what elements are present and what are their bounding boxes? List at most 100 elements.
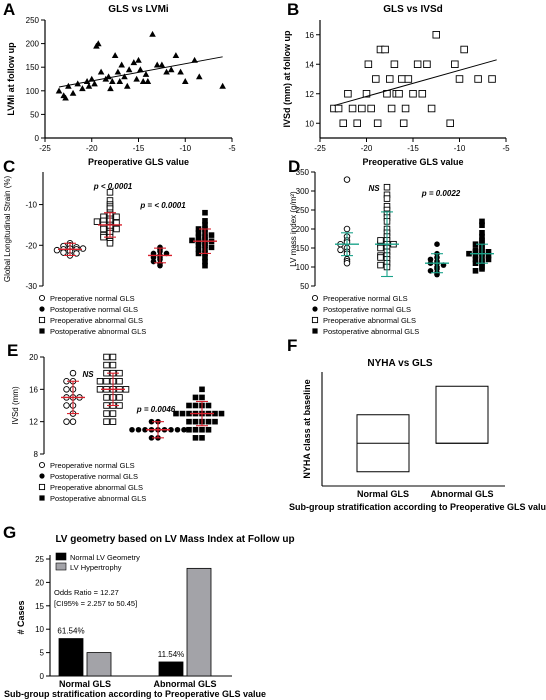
data-point xyxy=(343,176,351,183)
data-point xyxy=(364,60,373,69)
data-point xyxy=(177,68,184,75)
y-tick-label: 150 xyxy=(296,244,310,253)
data-point xyxy=(195,239,202,245)
data-point xyxy=(202,258,208,265)
data-point xyxy=(199,435,205,441)
data-point xyxy=(395,89,403,98)
x-tick-label: -20 xyxy=(361,144,373,153)
data-point xyxy=(107,85,114,92)
data-point xyxy=(205,426,212,433)
y-axis-label: IVSd (mm) at follow up xyxy=(282,30,292,127)
x-axis-label: Sub-group stratification according to Pr… xyxy=(4,689,266,699)
data-point xyxy=(148,418,155,425)
data-point xyxy=(485,249,492,255)
data-point xyxy=(353,119,361,127)
data-point xyxy=(88,75,96,82)
data-point xyxy=(485,252,492,259)
data-point xyxy=(460,45,468,54)
data-point xyxy=(404,75,413,83)
legend-label: Postoperative abnormal GLS xyxy=(50,494,146,503)
data-point xyxy=(192,394,199,401)
data-point xyxy=(129,426,135,433)
data-point xyxy=(377,237,384,244)
data-point xyxy=(135,56,142,63)
y-tick-label: 14 xyxy=(305,60,314,69)
data-point xyxy=(116,378,123,385)
data-point xyxy=(377,244,384,252)
data-point xyxy=(383,195,391,202)
data-point xyxy=(109,418,117,425)
data-point xyxy=(472,249,479,255)
y-tick-label: 50 xyxy=(30,110,39,119)
legend-label: Preoperative abnormal GLS xyxy=(50,483,143,492)
data-point xyxy=(114,68,122,75)
p-value-annotation: p = 0.0022 xyxy=(421,189,461,198)
data-point xyxy=(62,94,69,101)
legend-marker xyxy=(39,473,45,479)
legend-marker xyxy=(38,483,46,491)
legend-label: Postoperative normal GLS xyxy=(323,305,411,314)
bar xyxy=(58,638,84,677)
data-point xyxy=(202,222,208,228)
data-point xyxy=(195,226,202,232)
legend-label: Preoperative normal GLS xyxy=(50,294,135,303)
data-point xyxy=(195,234,202,240)
data-point xyxy=(103,418,110,425)
y-tick-label: 150 xyxy=(26,63,40,72)
data-point xyxy=(399,119,408,127)
data-point xyxy=(202,209,208,216)
data-point xyxy=(118,61,125,68)
y-tick-label: 16 xyxy=(305,31,314,40)
y-tick-label: -30 xyxy=(25,282,37,291)
data-point xyxy=(149,30,156,37)
data-point xyxy=(172,52,180,59)
panel-label-e: E xyxy=(7,341,18,360)
y-tick-label: -10 xyxy=(25,201,37,210)
data-point xyxy=(343,259,351,267)
x-category-label: Normal GLS xyxy=(357,489,409,499)
data-point xyxy=(97,68,105,75)
data-point xyxy=(202,262,208,269)
data-point xyxy=(130,59,138,66)
data-point xyxy=(418,89,427,98)
y-tick-label: 16 xyxy=(29,385,38,394)
data-point xyxy=(69,369,77,377)
panel-label-b: B xyxy=(287,0,299,19)
y-tick-label: 10 xyxy=(305,119,314,128)
y-tick-label: 300 xyxy=(296,187,310,196)
y-tick-label: 0 xyxy=(35,134,40,143)
panel-label-a: A xyxy=(3,0,15,19)
data-point xyxy=(103,410,110,417)
x-tick-label: -25 xyxy=(39,144,51,153)
p-value-annotation: p < 0.0001 xyxy=(93,182,133,191)
data-point xyxy=(85,82,93,89)
data-point xyxy=(179,410,186,417)
data-point xyxy=(423,60,431,69)
data-point xyxy=(205,418,212,425)
data-point xyxy=(199,426,205,433)
data-point xyxy=(168,426,174,433)
confidence-interval-annotation: [CI95% = 2.257 to 50.45] xyxy=(54,599,137,608)
data-point xyxy=(121,73,128,80)
x-tick-label: -15 xyxy=(133,144,145,153)
data-point xyxy=(472,260,479,266)
y-axis-label: # Cases xyxy=(16,600,26,634)
data-point xyxy=(116,394,123,401)
legend-label: Postoperative normal GLS xyxy=(50,472,138,481)
data-point xyxy=(142,70,150,77)
data-point xyxy=(142,426,148,433)
data-point xyxy=(401,104,410,113)
data-point xyxy=(103,394,110,401)
panel-label-d: D xyxy=(288,157,300,176)
odds-ratio-annotation: Odds Ratio = 12.27 xyxy=(54,588,119,597)
data-point xyxy=(125,66,133,73)
data-point xyxy=(123,82,131,89)
data-point xyxy=(488,75,496,83)
data-point xyxy=(479,230,485,236)
data-point xyxy=(479,266,485,272)
data-point xyxy=(103,353,110,361)
x-tick-label: -10 xyxy=(179,144,191,153)
data-point xyxy=(144,78,152,84)
legend-marker xyxy=(312,328,318,334)
